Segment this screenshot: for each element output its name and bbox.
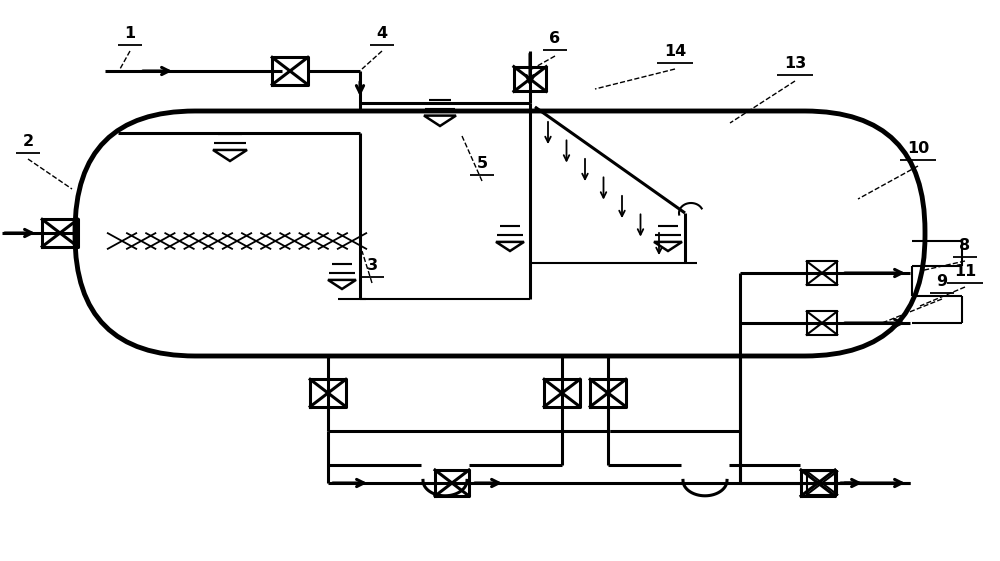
- Text: 4: 4: [376, 26, 388, 41]
- Text: 13: 13: [784, 56, 806, 71]
- Text: 6: 6: [549, 31, 561, 46]
- Text: 2: 2: [22, 134, 34, 149]
- Text: 9: 9: [936, 274, 948, 289]
- Text: 1: 1: [124, 26, 136, 41]
- Text: 10: 10: [907, 141, 929, 156]
- Text: 8: 8: [959, 238, 971, 253]
- Text: 3: 3: [366, 258, 378, 273]
- FancyBboxPatch shape: [75, 111, 925, 356]
- Text: 11: 11: [954, 264, 976, 279]
- Text: 14: 14: [664, 44, 686, 59]
- Text: 5: 5: [476, 156, 488, 171]
